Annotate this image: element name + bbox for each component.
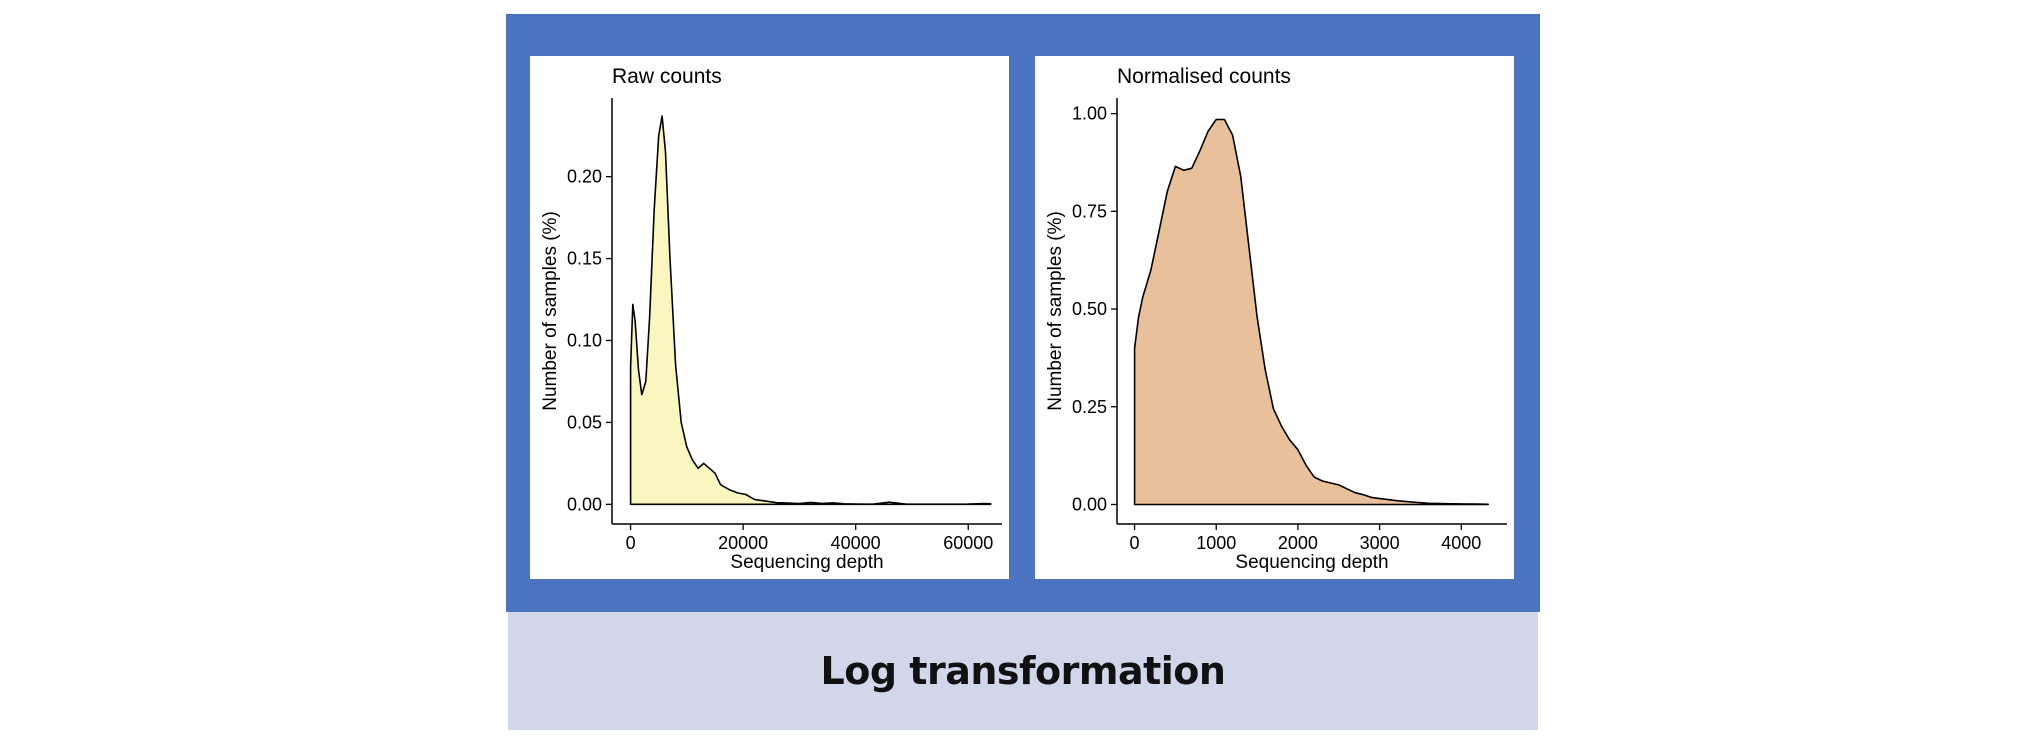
y-tick-label: 0.10 <box>567 330 602 350</box>
density-area <box>1133 118 1489 506</box>
caption-band: Log transformation <box>508 612 1538 730</box>
raw-counts-chart: 0.00 0.05 0.10 0.15 0.20 0 20000 40000 60000 Raw … <box>540 65 1002 573</box>
y-tick-label: 0.05 <box>567 412 602 432</box>
x-tick-label: 1000 <box>1196 533 1236 553</box>
chart-frame: 0.00 0.05 0.10 0.15 0.20 0 20000 40000 60000 Raw … <box>506 14 1540 612</box>
y-tick-label: 0.00 <box>567 494 602 514</box>
x-tick-label: 20000 <box>718 533 768 553</box>
y-tick-label: 0.50 <box>1072 299 1107 319</box>
y-tick-label: 1.00 <box>1072 104 1107 124</box>
y-tick-label: 0.00 <box>1072 494 1107 514</box>
chart-title: Raw counts <box>612 65 722 88</box>
y-axis-label: Number of samples (%) <box>1045 211 1066 411</box>
chart-title: Normalised counts <box>1117 65 1291 88</box>
normalised-counts-chart: 0.00 0.25 0.50 0.75 1.00 0 1000 2000 3000 4000 Nor… <box>1045 65 1507 573</box>
x-tick-label: 40000 <box>831 533 881 553</box>
x-tick-label: 2000 <box>1278 533 1318 553</box>
x-axis-label: Sequencing depth <box>1235 552 1388 573</box>
x-axis-label: Sequencing depth <box>730 552 883 573</box>
x-tick-label: 0 <box>626 533 636 553</box>
raw-counts-panel: 0.00 0.05 0.10 0.15 0.20 0 20000 40000 60000 Raw … <box>530 56 1009 579</box>
x-tick-label: 0 <box>1130 533 1140 553</box>
normalised-counts-panel: 0.00 0.25 0.50 0.75 1.00 0 1000 2000 3000 4000 Nor… <box>1035 56 1514 579</box>
y-axis-label: Number of samples (%) <box>540 211 561 411</box>
y-tick-label: 0.75 <box>1072 201 1107 221</box>
y-tick-label: 0.20 <box>567 167 602 187</box>
x-tick-label: 60000 <box>943 533 993 553</box>
x-tick-label: 4000 <box>1441 533 1481 553</box>
y-tick-label: 0.25 <box>1072 397 1107 417</box>
density-area <box>629 115 992 506</box>
y-tick-label: 0.15 <box>567 249 602 269</box>
x-tick-label: 3000 <box>1360 533 1400 553</box>
caption-text: Log transformation <box>820 649 1226 693</box>
